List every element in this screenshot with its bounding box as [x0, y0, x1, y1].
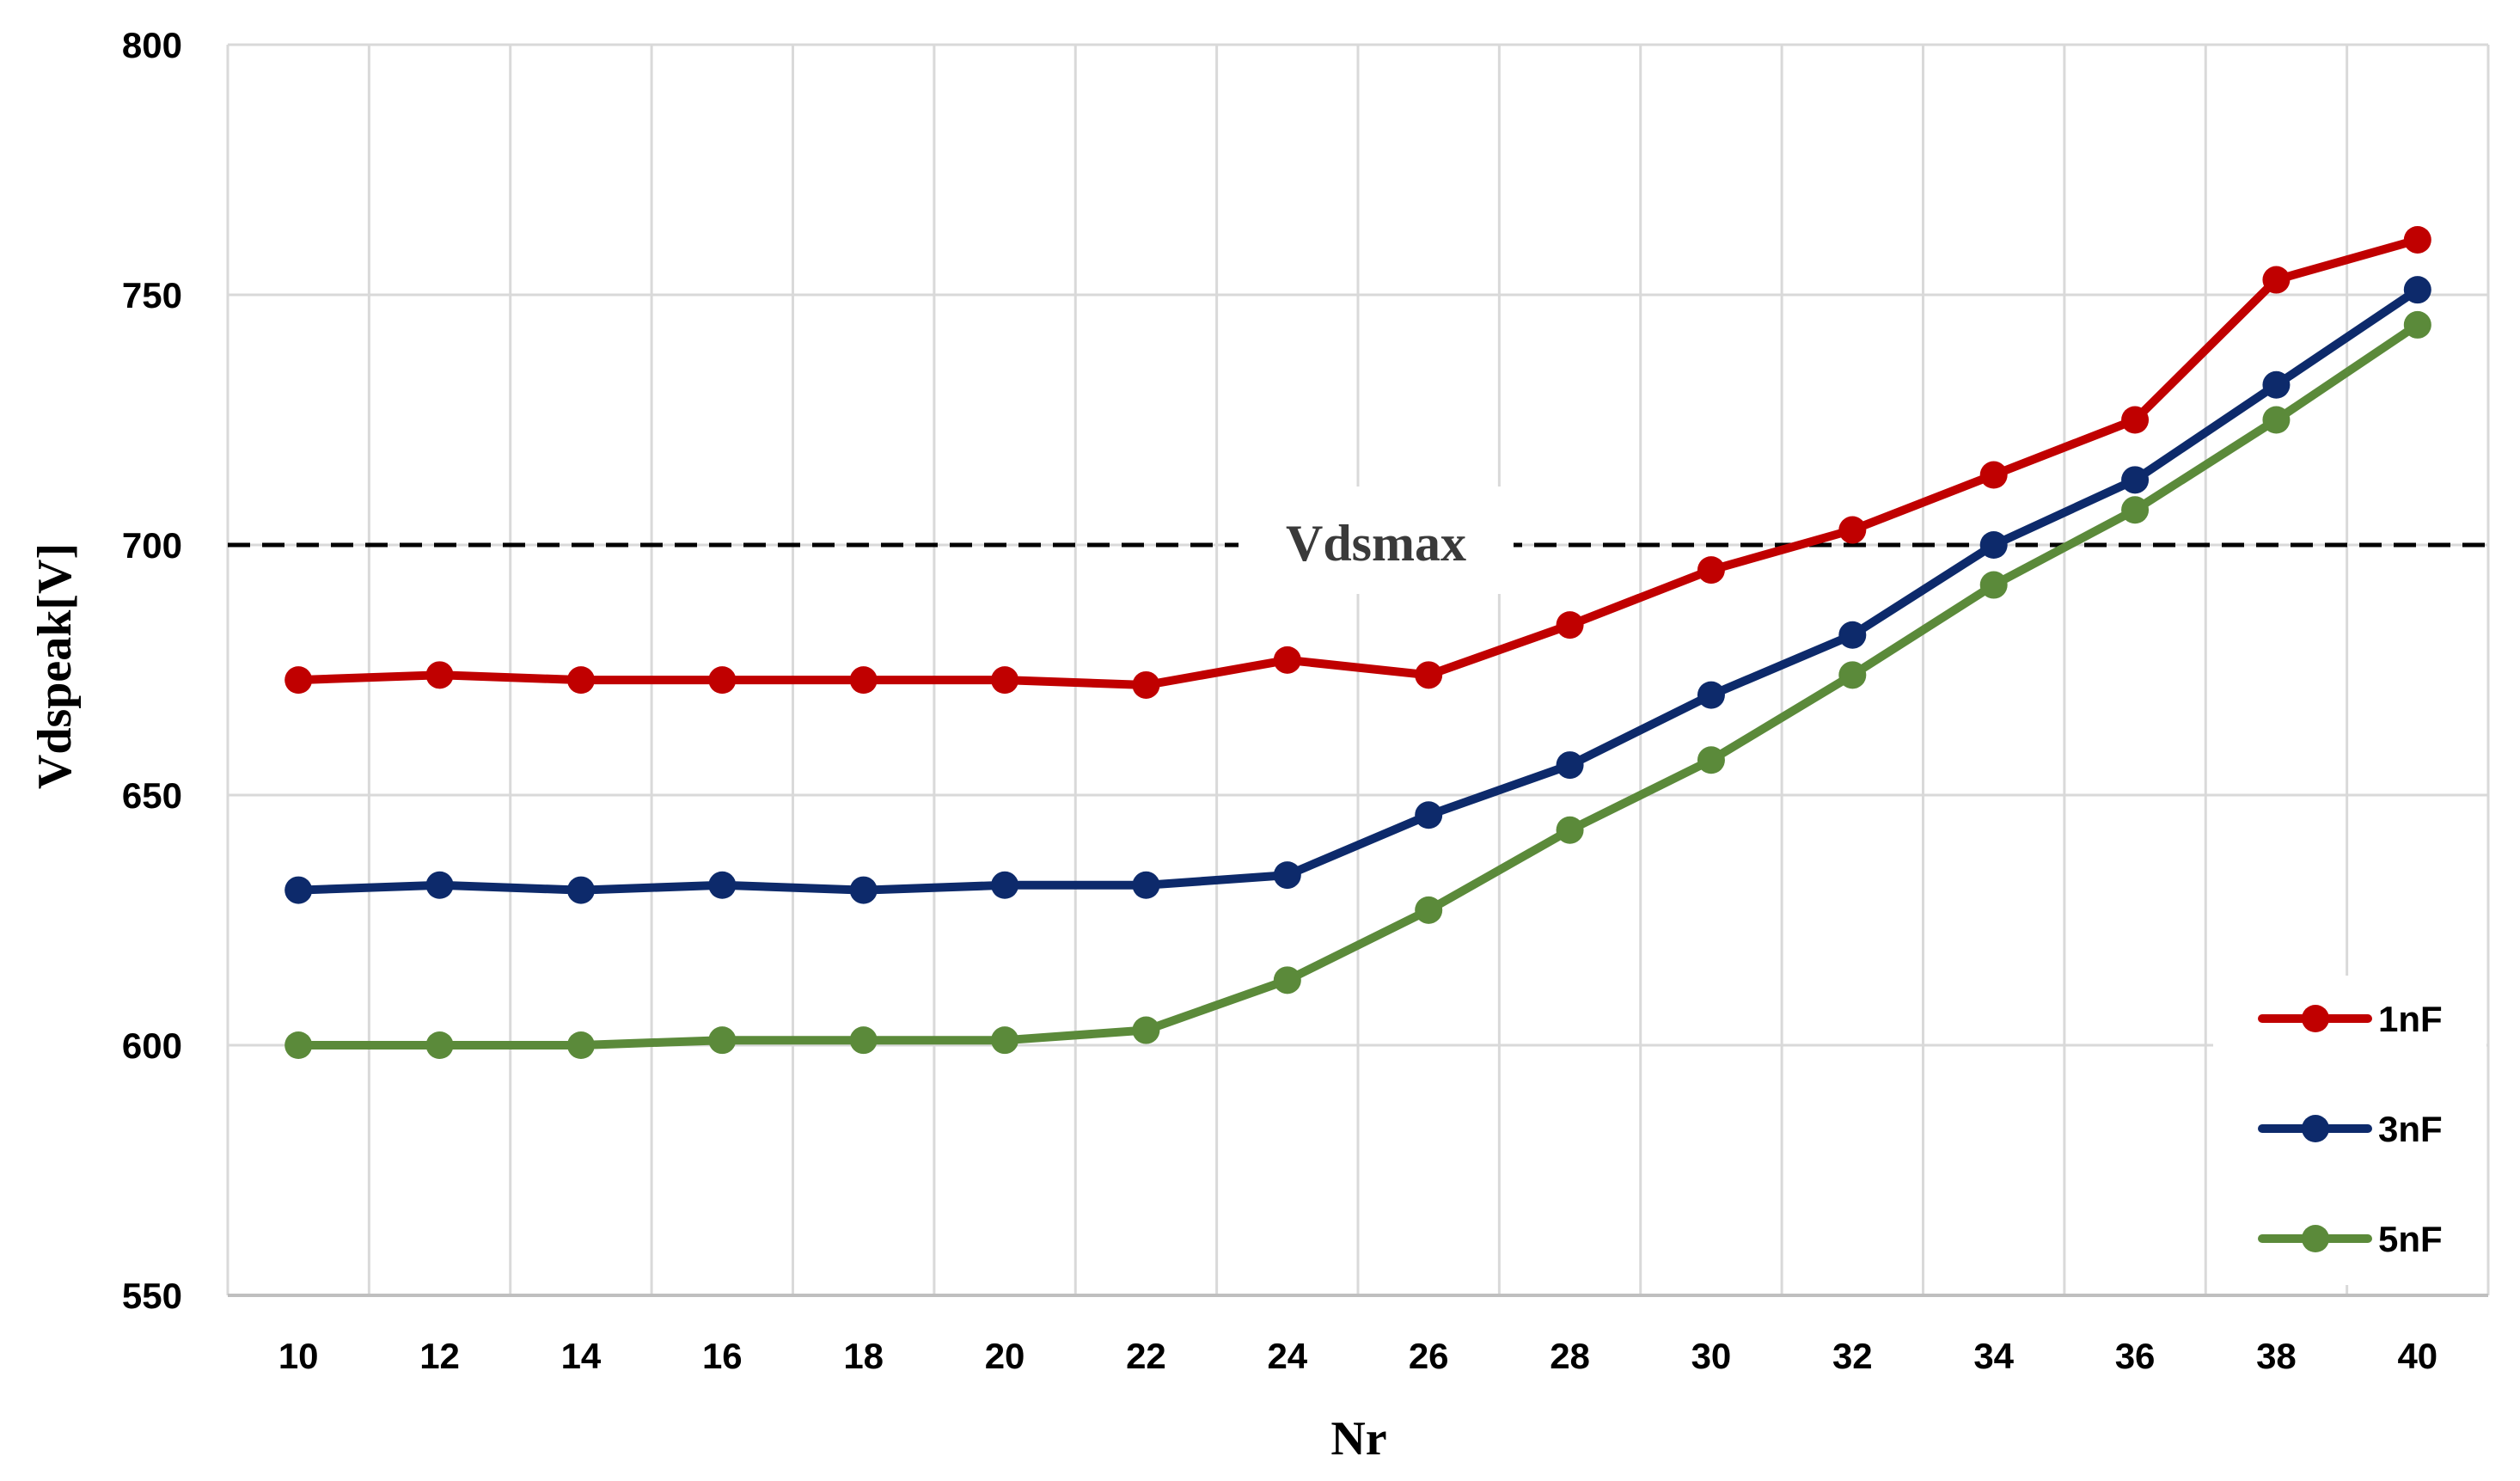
- data-point-3nF: [425, 871, 454, 899]
- data-point-5nF: [284, 1031, 313, 1059]
- data-point-5nF: [1979, 571, 2008, 599]
- data-point-5nF: [1697, 746, 1725, 774]
- x-tick-label: 22: [1126, 1336, 1166, 1376]
- x-tick-label: 38: [2256, 1336, 2297, 1376]
- data-point-3nF: [2121, 466, 2150, 494]
- series-line-3nF: [294, 285, 2422, 895]
- data-point-5nF: [566, 1031, 595, 1059]
- data-point-1nF: [1556, 611, 1584, 640]
- y-axis-tick-labels: 550 600 650 700 750 800: [122, 25, 182, 1316]
- data-point-5nF: [1132, 1016, 1160, 1044]
- x-tick-label: 34: [1973, 1336, 2014, 1376]
- data-point-1nF: [425, 661, 454, 689]
- series-line-5nF: [294, 320, 2422, 1050]
- series-line-1nF: [294, 236, 2422, 689]
- data-point-3nF: [2403, 276, 2431, 304]
- legend-label: 1nF: [2378, 999, 2443, 1039]
- data-point-1nF: [2403, 225, 2431, 254]
- data-point-1nF: [566, 666, 595, 695]
- x-tick-label: 30: [1691, 1336, 1732, 1376]
- x-tick-label: 40: [2397, 1336, 2437, 1376]
- data-point-3nF: [284, 876, 313, 904]
- data-point-1nF: [1415, 661, 1443, 689]
- x-tick-label: 26: [1409, 1336, 1449, 1376]
- series-group: [284, 225, 2431, 1059]
- legend-swatch-marker: [2302, 1005, 2329, 1032]
- data-point-5nF: [1838, 661, 1867, 689]
- x-tick-label: 12: [419, 1336, 460, 1376]
- data-point-3nF: [1556, 751, 1584, 780]
- data-point-5nF: [1273, 966, 1301, 994]
- data-point-1nF: [1838, 516, 1867, 544]
- data-point-3nF: [849, 876, 878, 904]
- data-point-5nF: [708, 1026, 737, 1055]
- data-point-3nF: [708, 871, 737, 899]
- data-point-1nF: [849, 666, 878, 695]
- x-tick-label: 18: [843, 1336, 884, 1376]
- data-point-5nF: [1415, 896, 1443, 924]
- x-tick-label: 14: [561, 1336, 602, 1376]
- data-point-3nF: [1415, 801, 1443, 829]
- data-point-3nF: [1132, 871, 1160, 899]
- data-point-3nF: [1979, 531, 2008, 559]
- y-tick-label: 650: [122, 775, 182, 816]
- data-point-3nF: [566, 876, 595, 904]
- y-tick-label: 750: [122, 275, 182, 315]
- reference-line-label-background: [1239, 487, 1514, 594]
- legend: 1nF 3nF 5nF: [2213, 976, 2486, 1285]
- x-tick-label: 32: [1832, 1336, 1873, 1376]
- x-tick-label: 36: [2115, 1336, 2156, 1376]
- y-axis-title: Vdspeak[V]: [28, 543, 82, 789]
- x-tick-label: 28: [1550, 1336, 1590, 1376]
- reference-line-label: Vdsmax: [1286, 515, 1466, 572]
- legend-swatch-marker: [2302, 1225, 2329, 1252]
- x-tick-label: 16: [702, 1336, 743, 1376]
- x-tick-label: 10: [278, 1336, 319, 1376]
- data-point-5nF: [849, 1026, 878, 1055]
- data-point-1nF: [708, 666, 737, 695]
- y-tick-label: 700: [122, 525, 182, 566]
- x-tick-label: 20: [985, 1336, 1025, 1376]
- data-point-3nF: [1697, 681, 1725, 709]
- data-point-1nF: [1979, 461, 2008, 489]
- y-tick-label: 800: [122, 25, 182, 65]
- data-point-5nF: [2403, 310, 2431, 339]
- x-axis-title: Nr: [1330, 1412, 1386, 1466]
- data-point-5nF: [2121, 496, 2150, 524]
- data-point-5nF: [2262, 406, 2291, 434]
- data-point-3nF: [1838, 621, 1867, 649]
- legend-label: 5nF: [2378, 1219, 2443, 1259]
- legend-swatch-marker: [2302, 1115, 2329, 1142]
- data-point-5nF: [1556, 816, 1584, 844]
- legend-label: 3nF: [2378, 1109, 2443, 1149]
- data-point-1nF: [284, 666, 313, 695]
- data-point-5nF: [991, 1026, 1019, 1055]
- reference-line-group: Vdsmax: [228, 487, 2488, 594]
- y-tick-label: 600: [122, 1025, 182, 1066]
- data-point-1nF: [1273, 646, 1301, 674]
- data-point-3nF: [1273, 861, 1301, 890]
- data-point-5nF: [425, 1031, 454, 1059]
- data-point-3nF: [991, 871, 1019, 899]
- data-point-3nF: [2262, 370, 2291, 399]
- x-axis-tick-labels: 10 12 14 16 18 20 22 24 26 28 30 32 34 36 38 40: [278, 1336, 2437, 1376]
- data-point-1nF: [1132, 670, 1160, 699]
- data-point-1nF: [991, 666, 1019, 695]
- data-point-1nF: [2121, 406, 2150, 434]
- y-tick-label: 550: [122, 1276, 182, 1316]
- data-point-1nF: [2262, 266, 2291, 294]
- data-point-1nF: [1697, 556, 1725, 584]
- x-tick-label: 24: [1267, 1336, 1307, 1376]
